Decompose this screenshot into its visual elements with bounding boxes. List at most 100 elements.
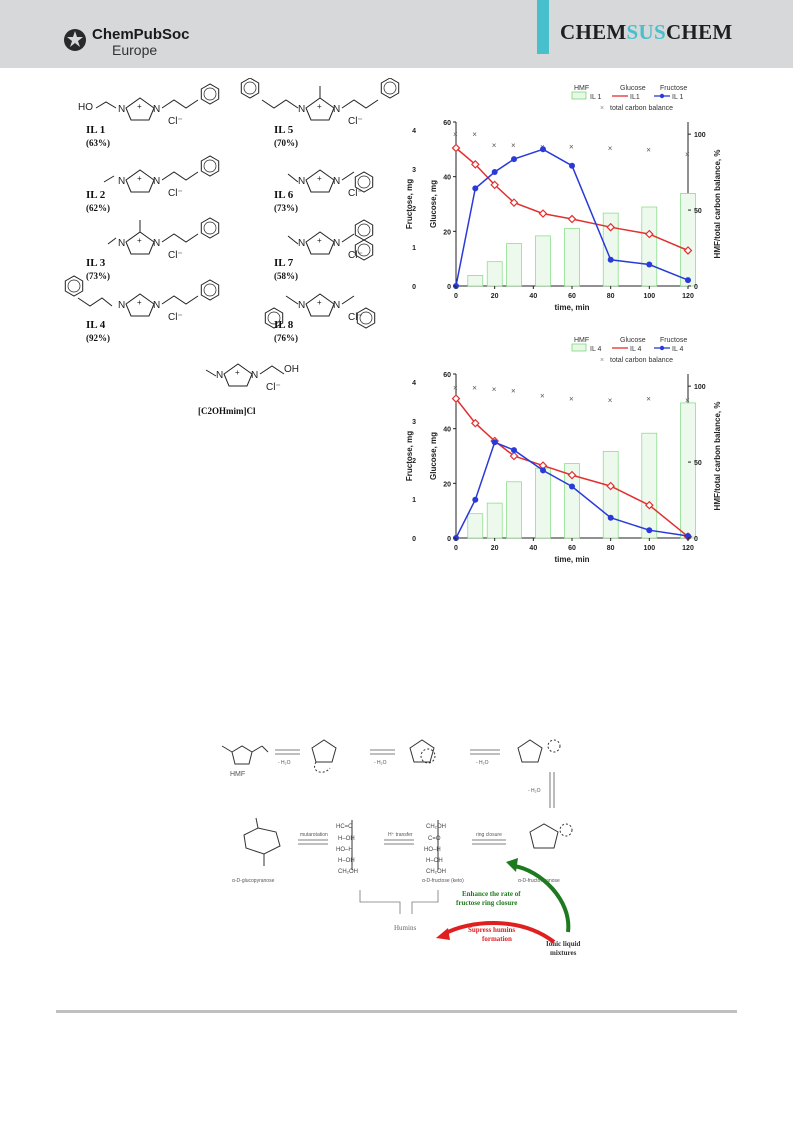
benzene-ring <box>200 155 220 177</box>
extra-il-label: [C2OHmim]Cl <box>198 406 256 416</box>
aromatic-circle <box>359 311 373 325</box>
mutarotation-label: mutarotation <box>300 832 328 838</box>
il-label: IL 6 <box>274 189 294 201</box>
journal-title-accent: SUS <box>626 20 666 44</box>
x-axis-label: time, min <box>554 303 589 312</box>
benzene-ring <box>356 307 376 329</box>
chloride-ion: Cl⁻ <box>348 116 363 127</box>
nitrogen-atom: N <box>333 176 340 187</box>
aromatic-circle <box>203 283 217 297</box>
il-label: IL 5 <box>274 124 294 136</box>
benzene-ring <box>200 279 220 301</box>
aromatic-circle <box>203 159 217 173</box>
fructose-point <box>491 439 498 446</box>
right-tick-label: 100 <box>694 384 706 391</box>
x-tick-label: 20 <box>491 545 499 552</box>
nitrogen-atom: N <box>298 104 305 115</box>
il-label: IL 1 <box>86 124 105 136</box>
x-tick-label: 0 <box>454 293 458 300</box>
charge-sign: + <box>137 298 142 307</box>
nitrogen-atom: N <box>118 300 125 311</box>
imidazolium-ring <box>125 293 155 317</box>
supress-line: formation <box>482 935 512 943</box>
legend-glucose: Glucose <box>620 337 646 344</box>
chain-text: H–OH <box>338 836 355 842</box>
fructose-point <box>511 447 517 454</box>
publisher-logo-icon <box>64 29 86 51</box>
glucose-tick-label: 60 <box>443 120 451 127</box>
fructose-point <box>685 277 691 284</box>
carbon-balance-point: × <box>569 394 574 403</box>
fructofuranose-molecule <box>529 823 573 849</box>
fructose-point <box>646 261 653 268</box>
right-tick-label: 50 <box>694 460 702 467</box>
x-tick-label: 100 <box>643 545 655 552</box>
glucose-point <box>538 209 548 218</box>
legend-fructose-il: IL 1 <box>672 94 684 101</box>
alkyl-chain <box>287 173 299 183</box>
glucopyranose-label: α-D-glucopyranose <box>232 878 275 884</box>
carbon-balance-point: × <box>453 384 458 393</box>
glucose-point <box>451 143 461 153</box>
chain-text: C=O <box>428 836 441 842</box>
legend-fructose: Fructose <box>660 85 687 92</box>
fructose-point <box>646 527 653 534</box>
nitrogen-atom: N <box>153 104 160 115</box>
x-tick-label: 80 <box>607 545 615 552</box>
nitrogen-atom: N <box>153 300 160 311</box>
aromatic-circle <box>383 81 397 95</box>
glucopyranose-molecule <box>243 817 281 866</box>
right-tick-label: 50 <box>694 208 702 215</box>
legend-hmf: HMF <box>574 337 589 344</box>
alkyl-chain <box>103 175 115 183</box>
imidazolium-ring <box>305 231 335 255</box>
nitrogen-atom: N <box>298 238 305 249</box>
glucose-point <box>470 418 480 428</box>
nitrogen-atom: N <box>298 300 305 311</box>
benzene-ring <box>354 171 374 193</box>
footer-rule <box>56 1010 737 1013</box>
il-label: IL 3 <box>86 257 106 269</box>
fructose-tick-label: 2 <box>412 206 416 213</box>
equilibrium-arrows-top <box>275 749 555 808</box>
publisher-region: Europe <box>112 42 158 58</box>
x-tick-label: 40 <box>529 545 537 552</box>
legend-il: IL 4 <box>590 346 602 353</box>
hmf-bar <box>467 513 484 539</box>
fructose-point <box>472 496 479 503</box>
supress-line: Supress humins <box>468 926 515 934</box>
fructose-tick-label: 3 <box>412 419 416 426</box>
hmf-bar <box>564 227 580 287</box>
aromatic-circle <box>357 223 371 237</box>
chloride-ion: Cl⁻ <box>348 312 363 323</box>
legend-fructose-marker <box>659 345 665 351</box>
imidazolium-ring <box>305 169 335 193</box>
il-label: IL 8 <box>274 319 294 331</box>
legend-carbon-marker: × <box>600 105 604 112</box>
fructose-point <box>607 256 614 263</box>
glucose-point <box>606 481 616 491</box>
imidazolium-ring <box>305 293 335 317</box>
journal-title-part: CHEM <box>665 20 733 44</box>
glucose-point <box>490 180 500 190</box>
legend-fructose-marker <box>659 93 665 99</box>
fructose-tick-label: 0 <box>412 284 416 291</box>
fructofuranose-label: α-D-fructofuranose <box>518 878 560 884</box>
carbon-balance-point: × <box>685 396 690 405</box>
nitrogen-atom: N <box>298 176 305 187</box>
chloride-ion: Cl⁻ <box>168 116 183 127</box>
journal-title: CHEMSUSCHEM <box>560 20 733 45</box>
il-label: IL 2 <box>86 189 106 201</box>
chain-text: CH₂OH <box>338 869 358 875</box>
fructose-point <box>569 483 575 490</box>
supress-text: Supress humins formation <box>468 926 517 943</box>
hmf-molecule <box>221 745 269 765</box>
legend-glucose: Glucose <box>620 85 646 92</box>
alkyl-chain <box>161 295 199 305</box>
chloride-ion: Cl⁻ <box>168 250 183 261</box>
hmf-bar <box>506 481 522 539</box>
enhance-line: Enhance the rate of <box>462 890 521 898</box>
charge-sign: + <box>137 102 142 111</box>
nitrogen-atom: N <box>333 300 340 311</box>
fructose-tick-label: 1 <box>412 245 416 252</box>
